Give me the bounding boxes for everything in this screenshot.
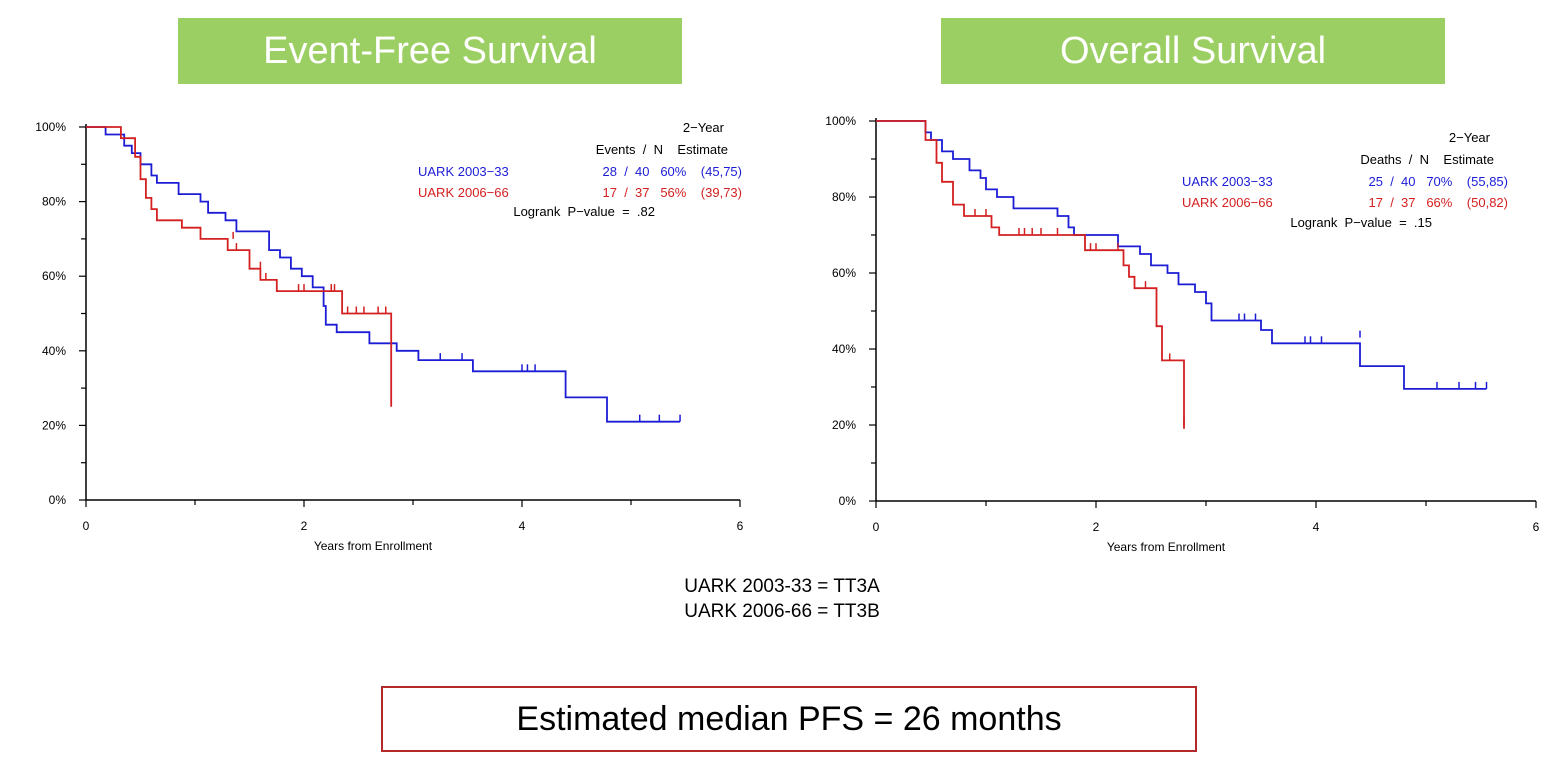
- y-tick-label: 80%: [42, 195, 66, 209]
- y-tick-label: 100%: [35, 120, 66, 134]
- table-header-cols: Deaths / N Estimate: [1360, 152, 1494, 167]
- x-tick-label: 0: [873, 520, 880, 534]
- table-header-top: 2−Year: [1449, 130, 1491, 145]
- overall-survival-chart: 0% 20% 40% 60% 80% 100% 0 2 4 6 Years from Enrollm…: [825, 114, 1540, 554]
- y-tick-label: 20%: [832, 418, 856, 432]
- series-line-uark-2006-66: [876, 120, 1185, 429]
- y-tick-label: 60%: [832, 266, 856, 280]
- x-tick-label: 4: [1313, 520, 1320, 534]
- table-header-cols: Events / N Estimate: [596, 142, 728, 157]
- legend-note-line: UARK 2003-33 = TT3A: [684, 576, 880, 597]
- table-row-label: UARK 2006−66: [1182, 195, 1273, 210]
- x-tick-label: 6: [737, 519, 744, 533]
- x-tick-label: 2: [301, 519, 308, 533]
- series-line-uark-2006-66: [86, 126, 393, 407]
- y-tick-label: 60%: [42, 269, 66, 283]
- x-tick-label: 2: [1093, 520, 1100, 534]
- x-tick-label: 6: [1533, 520, 1540, 534]
- y-tick-label: 20%: [42, 418, 66, 432]
- x-axis-label: Years from Enrollment: [1107, 540, 1226, 554]
- table-row-label: UARK 2003−33: [1182, 174, 1273, 189]
- table-row-stat: 17 / 37 66% (50,82): [1369, 195, 1508, 210]
- logrank-pvalue: Logrank P−value = .15: [1290, 215, 1432, 230]
- legend-note-line: UARK 2006-66 = TT3B: [684, 601, 880, 622]
- y-tick-label: 40%: [42, 344, 66, 358]
- event-free-survival-chart: 0% 20% 40% 60% 80% 100% 0 2 4 6 Years from Enrollm…: [35, 120, 744, 553]
- y-tick-label: 40%: [832, 342, 856, 356]
- y-tick-label: 80%: [832, 190, 856, 204]
- y-tick-label: 0%: [49, 493, 67, 507]
- table-header-top: 2−Year: [683, 120, 725, 135]
- x-axis-label: Years from Enrollment: [314, 539, 433, 553]
- x-tick-label: 4: [519, 519, 526, 533]
- table-row-label: UARK 2003−33: [418, 164, 509, 179]
- y-tick-label: 100%: [825, 114, 856, 128]
- series-line-uark-2003-33: [876, 120, 1487, 390]
- event-free-survival-banner: Event-Free Survival: [178, 18, 682, 84]
- table-row-stat: 17 / 37 56% (39,73): [603, 185, 742, 200]
- overall-survival-banner: Overall Survival: [941, 18, 1445, 84]
- x-tick-label: 0: [83, 519, 90, 533]
- logrank-pvalue: Logrank P−value = .82: [513, 204, 655, 219]
- y-tick-label: 0%: [839, 494, 857, 508]
- table-row-label: UARK 2006−66: [418, 185, 509, 200]
- table-row-stat: 28 / 40 60% (45,75): [603, 164, 742, 179]
- median-pfs-box: Estimated median PFS = 26 months: [381, 686, 1197, 752]
- series-line-uark-2003-33: [86, 126, 680, 423]
- study-legend-note: UARK 2003-33 = TT3A UARK 2006-66 = TT3B: [0, 574, 1564, 624]
- table-row-stat: 25 / 40 70% (55,85): [1369, 174, 1508, 189]
